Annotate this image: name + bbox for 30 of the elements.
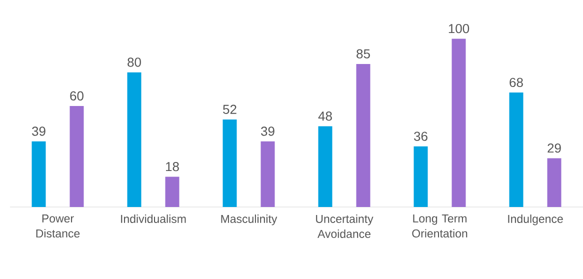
bar — [260, 141, 275, 207]
data-label: 85 — [356, 49, 370, 58]
bar — [318, 126, 332, 207]
data-label: 52 — [223, 104, 236, 114]
data-label: 80 — [128, 58, 141, 67]
x-tick-label: Individualism — [121, 214, 186, 223]
bar — [452, 38, 466, 207]
bar — [165, 176, 180, 207]
bar — [547, 158, 562, 207]
x-tick-label: Long Term Orientation — [412, 214, 468, 238]
bar — [127, 72, 142, 207]
x-tick-label: Power Distance — [36, 214, 80, 238]
x-tick-label: Masculinity — [221, 214, 278, 226]
bar — [414, 146, 428, 207]
bar — [70, 106, 84, 207]
data-label: 68 — [510, 78, 523, 88]
data-label: 36 — [414, 132, 428, 141]
data-label: 39 — [261, 126, 274, 136]
bar — [509, 92, 524, 207]
data-label: 60 — [70, 91, 84, 100]
data-label: 39 — [32, 126, 46, 136]
data-label: 29 — [548, 143, 561, 153]
x-tick-label: Uncertainty Avoidance — [316, 214, 374, 238]
x-tick-label: Indulgence — [508, 214, 563, 226]
data-label: 48 — [318, 111, 332, 121]
bar — [32, 141, 46, 207]
bar — [356, 64, 370, 207]
bar — [222, 119, 237, 207]
data-label: 100 — [448, 24, 470, 34]
data-label: 18 — [166, 162, 179, 172]
